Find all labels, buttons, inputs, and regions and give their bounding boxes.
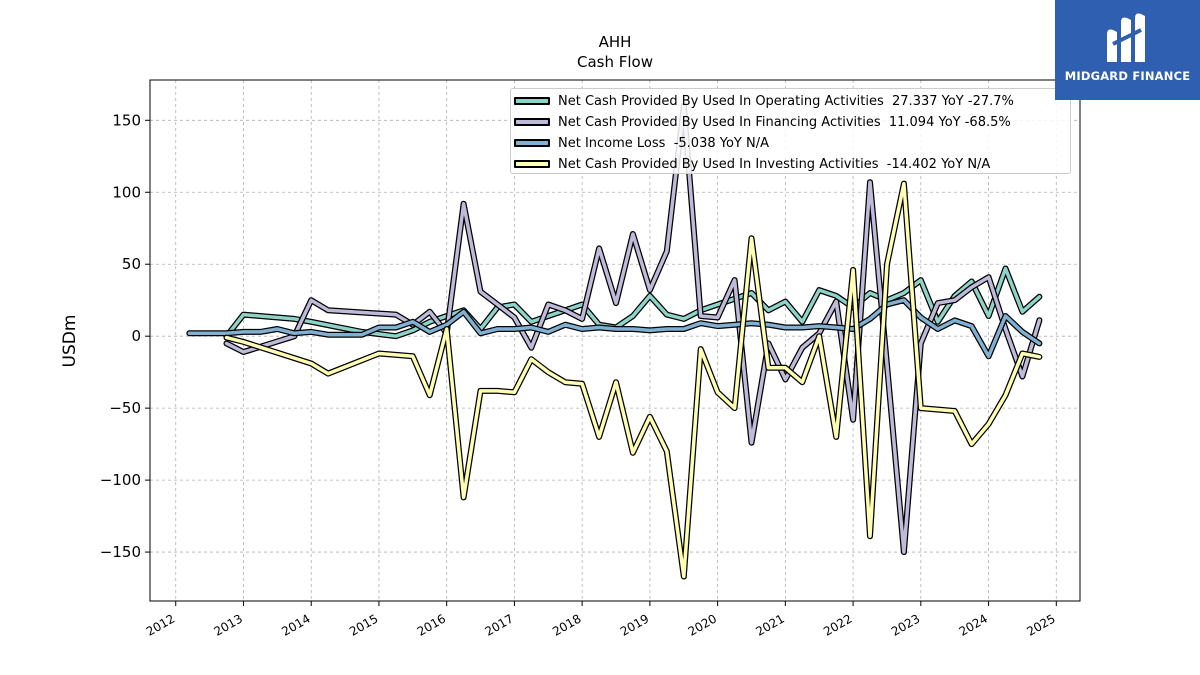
x-tick-label: 2022 bbox=[821, 611, 854, 638]
x-tick-label: 2018 bbox=[550, 611, 583, 638]
legend-item-operating: Net Cash Provided By Used In Operating A… bbox=[511, 91, 1014, 111]
legend-item-net-income: Net Income Loss -5.038 YoY N/A bbox=[511, 133, 769, 153]
legend-label-net-income: Net Income Loss -5.038 YoY N/A bbox=[558, 135, 769, 151]
legend-label-operating: Net Cash Provided By Used In Operating A… bbox=[558, 93, 1014, 109]
x-tick-label: 2012 bbox=[144, 611, 177, 638]
y-tick-label: 150 bbox=[112, 111, 141, 129]
x-tick-label: 2024 bbox=[957, 611, 990, 638]
x-tick-label: 2023 bbox=[889, 611, 922, 638]
logo-mark-icon bbox=[1107, 13, 1145, 62]
logo-text: MIDGARD FINANCE bbox=[1064, 69, 1191, 83]
y-axis-label: USDm bbox=[60, 315, 80, 368]
series-layer bbox=[186, 102, 1043, 580]
series-line-0 bbox=[224, 266, 1042, 338]
y-tick-label: 0 bbox=[131, 327, 141, 345]
series-line-3 bbox=[224, 181, 1042, 579]
y-tick-label: −100 bbox=[100, 471, 141, 489]
series-line-2 bbox=[187, 298, 1042, 359]
x-tick-label: 2020 bbox=[686, 611, 719, 638]
y-tick-label: 50 bbox=[122, 255, 141, 273]
x-tick-label: 2013 bbox=[212, 611, 245, 638]
legend-item-financing: Net Cash Provided By Used In Financing A… bbox=[511, 112, 1011, 132]
legend-swatch-investing bbox=[514, 160, 550, 168]
y-tick-label: −150 bbox=[100, 543, 141, 561]
chart-subtitle: Cash Flow bbox=[577, 53, 653, 71]
plot-frame bbox=[149, 79, 1081, 602]
legend-item-investing: Net Cash Provided By Used In Investing A… bbox=[511, 154, 990, 174]
x-tick-label: 2017 bbox=[482, 611, 515, 638]
legend-swatch-financing bbox=[514, 118, 550, 126]
x-tick-label: 2021 bbox=[753, 611, 786, 638]
legend-swatch-net-income bbox=[514, 139, 550, 147]
x-tick-label: 2016 bbox=[415, 611, 448, 638]
midgard-finance-logo: MIDGARD FINANCE bbox=[1055, 0, 1200, 100]
x-tick-label: 2019 bbox=[618, 611, 651, 638]
legend-label-investing: Net Cash Provided By Used In Investing A… bbox=[558, 156, 991, 172]
x-tick-label: 2014 bbox=[279, 611, 312, 638]
x-tick-label: 2025 bbox=[1024, 611, 1057, 638]
y-tick-label: 100 bbox=[112, 183, 141, 201]
legend-label-financing: Net Cash Provided By Used In Financing A… bbox=[558, 114, 1011, 130]
x-tick-label: 2015 bbox=[347, 611, 380, 638]
legend: Net Cash Provided By Used In Operating A… bbox=[510, 88, 1071, 174]
y-tick-label: −50 bbox=[109, 399, 141, 417]
chart-title: AHH bbox=[599, 33, 632, 51]
legend-swatch-operating bbox=[514, 97, 550, 105]
